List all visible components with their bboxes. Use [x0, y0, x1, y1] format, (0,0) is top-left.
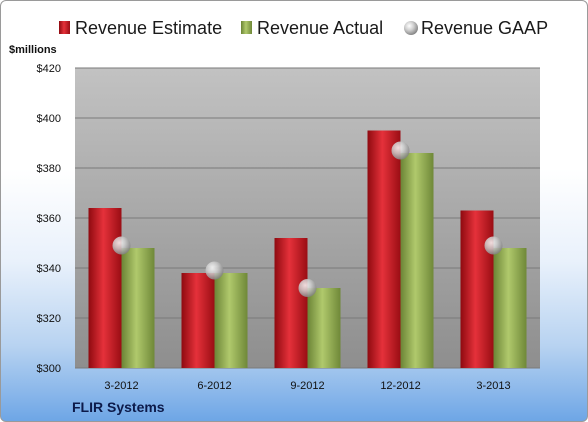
x-tick-label: 6-2012 — [197, 380, 231, 392]
x-tick-labels: 3-2012 6-2012 9-2012 12-2012 3-2013 — [104, 380, 510, 392]
y-tick-labels: $300 $320 $340 $360 $380 $400 $420 — [37, 63, 61, 375]
x-tick-label: 12-2012 — [380, 380, 420, 392]
y-tick-label: $320 — [37, 313, 61, 325]
revenue-actual-bar — [400, 153, 434, 368]
bars — [88, 130, 527, 368]
x-tick-label: 3-2012 — [104, 380, 138, 392]
legend-swatch-gaap — [404, 21, 418, 35]
company-name: FLIR Systems — [72, 399, 165, 415]
legend-swatch-estimate — [59, 21, 70, 34]
gaap-markers — [112, 141, 503, 297]
x-tick-label: 9-2012 — [290, 380, 324, 392]
legend: Revenue Estimate Revenue Actual Revenue GA… — [59, 18, 548, 38]
y-tick-label: $380 — [37, 163, 61, 175]
y-axis-unit-label: $millions — [9, 44, 57, 56]
revenue-gaap-marker — [112, 236, 131, 255]
revenue-estimate-bar — [88, 208, 122, 368]
revenue-estimate-bar — [274, 238, 308, 368]
revenue-actual-bar — [121, 248, 155, 368]
y-tick-label: $420 — [37, 63, 61, 75]
x-tick-label: 3-2013 — [476, 380, 510, 392]
revenue-estimate-bar — [367, 130, 401, 368]
revenue-gaap-marker — [205, 261, 224, 280]
revenue-estimate-bar — [181, 273, 215, 368]
revenue-gaap-marker — [484, 236, 503, 255]
revenue-actual-bar — [493, 248, 527, 368]
revenue-actual-bar — [214, 273, 248, 368]
legend-swatch-actual — [241, 21, 252, 34]
legend-label: Revenue Actual — [257, 18, 383, 38]
y-tick-label: $360 — [37, 213, 61, 225]
revenue-gaap-marker — [391, 141, 410, 160]
revenue-gaap-marker — [298, 279, 317, 297]
y-tick-label: $400 — [37, 113, 61, 125]
y-tick-label: $340 — [37, 263, 61, 275]
y-tick-label: $300 — [37, 363, 61, 375]
revenue-actual-bar — [307, 288, 341, 368]
legend-label: Revenue GAAP — [421, 18, 548, 38]
legend-label: Revenue Estimate — [75, 18, 222, 38]
revenue-estimate-bar — [460, 210, 494, 368]
